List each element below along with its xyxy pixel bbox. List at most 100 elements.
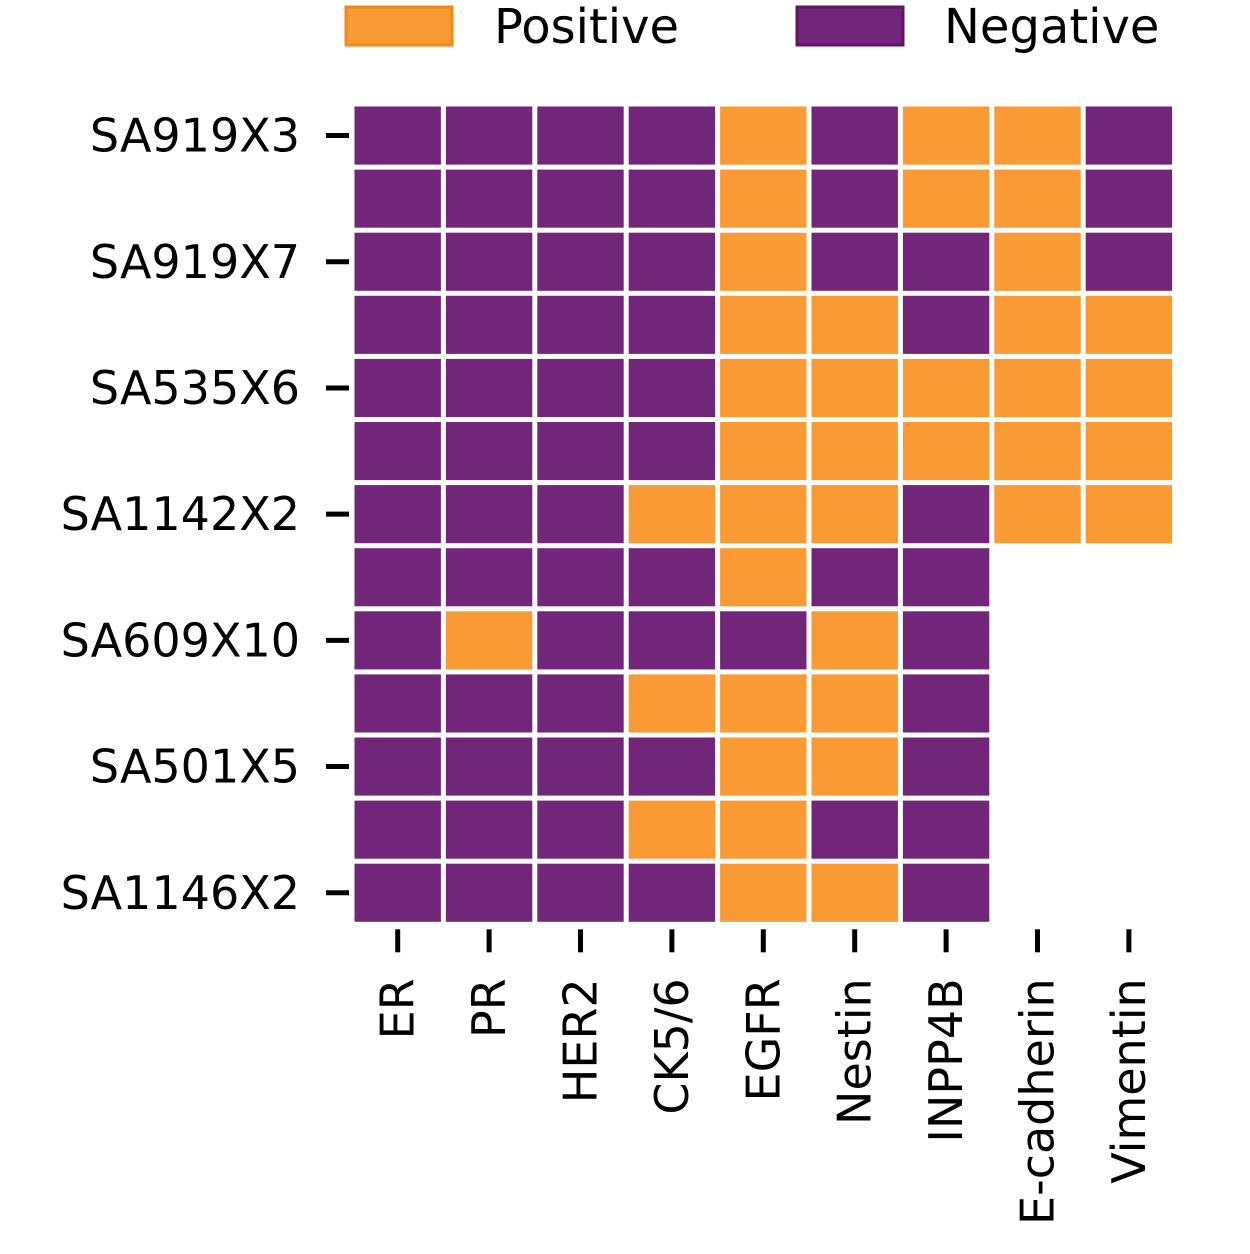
heatmap-cell-r3-e-cadherin <box>994 295 1081 354</box>
heatmap-cell-r5-nestin <box>811 422 898 481</box>
heatmap-cell-r12-nestin <box>811 863 898 922</box>
legend: Positive Negative <box>344 0 1159 55</box>
heatmap-cell-r12-inpp4b <box>902 863 990 922</box>
heatmap-cell-r6-egfr <box>720 485 807 544</box>
heatmap-cell-r7-pr <box>445 548 533 607</box>
heatmap-cell-r6-ck5-6 <box>628 485 716 544</box>
heatmap-cell-r4-vimentin <box>1085 358 1173 417</box>
heatmap-cell-r0-vimentin <box>1085 106 1173 165</box>
heatmap-cell-r3-ck5-6 <box>628 295 716 354</box>
x-tick-label-pr: PR <box>462 978 516 1038</box>
y-tick-label-sa501x5: SA501X5 <box>90 740 300 794</box>
heatmap-cell-r12-ck5-6 <box>628 863 716 922</box>
heatmap-cell-r7-ck5-6 <box>628 548 716 607</box>
heatmap-cell-r9-ck5-6 <box>628 674 716 733</box>
heatmap-cell-r1-egfr <box>720 169 807 228</box>
heatmap-cell-r10-egfr <box>720 737 807 796</box>
heatmap-cell-r12-her2 <box>537 863 624 922</box>
heatmap-cell-r3-pr <box>445 295 533 354</box>
heatmap-cell-r1-e-cadherin <box>994 169 1081 228</box>
y-tick-label-sa1142x2: SA1142X2 <box>61 487 300 541</box>
heatmap-cell-r5-ck5-6 <box>628 422 716 481</box>
heatmap-cell-r0-inpp4b <box>902 106 990 165</box>
heatmap-cell-r8-er <box>354 611 441 670</box>
heatmap-cell-r9-her2 <box>537 674 624 733</box>
heatmap-cell-r6-inpp4b <box>902 485 990 544</box>
heatmap-cell-r0-nestin <box>811 106 898 165</box>
x-tick-label-inpp4b: INPP4B <box>919 978 973 1142</box>
heatmap-cell-r0-her2 <box>537 106 624 165</box>
heatmap-cell-r6-vimentin <box>1085 485 1173 544</box>
x-tick-label-nestin: Nestin <box>828 978 882 1125</box>
heatmap-cell-r11-inpp4b <box>902 800 990 859</box>
heatmap-cell-r5-er <box>354 422 441 481</box>
y-tick-label-sa1146x2: SA1146X2 <box>61 866 300 920</box>
heatmap-cell-r5-her2 <box>537 422 624 481</box>
heatmap-cell-r0-pr <box>445 106 533 165</box>
y-tick-label-sa609x10: SA609X10 <box>61 613 300 667</box>
heatmap-cell-r9-er <box>354 674 441 733</box>
heatmap-cell-r6-e-cadherin <box>994 485 1081 544</box>
heatmap-cell-r5-vimentin <box>1085 422 1173 481</box>
x-tick-label-er: ER <box>371 978 425 1039</box>
heatmap-cell-r3-egfr <box>720 295 807 354</box>
x-tick-label-e-cadherin: E-cadherin <box>1011 978 1065 1225</box>
heatmap-cell-r1-ck5-6 <box>628 169 716 228</box>
x-tick-label-ck5-6: CK5/6 <box>645 978 699 1114</box>
heatmap-cell-r8-pr <box>445 611 533 670</box>
heatmap-cell-r2-vimentin <box>1085 232 1173 291</box>
heatmap-cell-r2-ck5-6 <box>628 232 716 291</box>
x-tick-label-her2: HER2 <box>554 978 608 1103</box>
heatmap-cell-r2-her2 <box>537 232 624 291</box>
legend-label-positive: Positive <box>494 0 679 55</box>
heatmap-cell-r9-inpp4b <box>902 674 990 733</box>
heatmap-cell-r6-pr <box>445 485 533 544</box>
heatmap-cell-r2-egfr <box>720 232 807 291</box>
heatmap-cell-r6-nestin <box>811 485 898 544</box>
heatmap-cell-r11-nestin <box>811 800 898 859</box>
heatmap-cell-r5-e-cadherin <box>994 422 1081 481</box>
heatmap-cell-r11-her2 <box>537 800 624 859</box>
heatmap-cell-r4-e-cadherin <box>994 358 1081 417</box>
heatmap-cell-r8-nestin <box>811 611 898 670</box>
heatmap-cell-r1-er <box>354 169 441 228</box>
heatmap-cell-r8-ck5-6 <box>628 611 716 670</box>
x-tick-label-vimentin: Vimentin <box>1102 978 1156 1183</box>
heatmap-cell-r2-pr <box>445 232 533 291</box>
y-tick-label-sa919x3: SA919X3 <box>90 109 300 163</box>
heatmap-cell-r4-er <box>354 358 441 417</box>
heatmap-cell-r2-er <box>354 232 441 291</box>
heatmap-cell-r5-egfr <box>720 422 807 481</box>
heatmap-cell-r8-her2 <box>537 611 624 670</box>
heatmap-cell-r10-her2 <box>537 737 624 796</box>
heatmap-cell-r12-er <box>354 863 441 922</box>
heatmap-cell-r12-pr <box>445 863 533 922</box>
legend-label-negative: Negative <box>944 0 1159 55</box>
heatmap-cell-r4-ck5-6 <box>628 358 716 417</box>
heatmap-cell-r11-egfr <box>720 800 807 859</box>
heatmap-cell-r7-er <box>354 548 441 607</box>
heatmap-cell-r4-her2 <box>537 358 624 417</box>
heatmap-cell-r9-pr <box>445 674 533 733</box>
y-tick-label-sa919x7: SA919X7 <box>90 235 300 289</box>
y-tick-label-sa535x6: SA535X6 <box>90 361 300 415</box>
legend-swatch-positive <box>344 5 454 47</box>
heatmap-cell-r2-inpp4b <box>902 232 990 291</box>
heatmap-cell-r8-inpp4b <box>902 611 990 670</box>
heatmap-cell-r1-her2 <box>537 169 624 228</box>
legend-swatch-negative <box>795 5 905 47</box>
heatmap-cell-r5-pr <box>445 422 533 481</box>
heatmap-cell-r11-pr <box>445 800 533 859</box>
heatmap-cells <box>354 106 1173 922</box>
heatmap-cell-r7-inpp4b <box>902 548 990 607</box>
heatmap-cell-r4-egfr <box>720 358 807 417</box>
heatmap-cell-r4-pr <box>445 358 533 417</box>
heatmap-cell-r4-nestin <box>811 358 898 417</box>
heatmap-cell-r11-ck5-6 <box>628 800 716 859</box>
heatmap-cell-r3-her2 <box>537 295 624 354</box>
heatmap-cell-r10-inpp4b <box>902 737 990 796</box>
heatmap-cell-r0-ck5-6 <box>628 106 716 165</box>
heatmap-cell-r6-er <box>354 485 441 544</box>
heatmap-cell-r11-er <box>354 800 441 859</box>
